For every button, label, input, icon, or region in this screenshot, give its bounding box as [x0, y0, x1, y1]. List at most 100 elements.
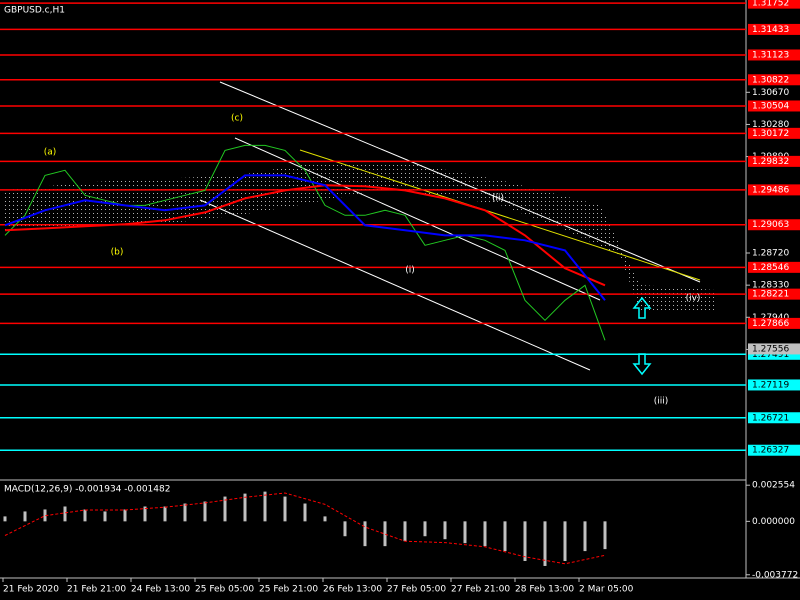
- channel-line: [234, 137, 601, 301]
- level-label: 1.27491: [752, 350, 789, 360]
- up-arrow: [632, 296, 652, 319]
- level-label-box: [748, 100, 800, 112]
- macd-bar: [363, 521, 367, 547]
- macd-bar: [423, 521, 427, 537]
- macd-bar: [43, 509, 47, 522]
- level-label: 1.30822: [752, 75, 789, 85]
- macd-bar: [343, 521, 347, 537]
- level-label: 1.28546: [752, 263, 789, 273]
- level-label: 1.26327: [752, 446, 789, 456]
- macd-bar: [103, 511, 107, 522]
- level-label-box: [748, 288, 800, 300]
- macd-bar: [603, 521, 607, 550]
- level-label-box: [748, 74, 800, 86]
- wave-label: (a): [44, 148, 57, 158]
- level-label-box: [748, 49, 800, 61]
- price-label: 1.27556: [752, 344, 789, 354]
- x-tick-label: 2 Mar 05:00: [579, 585, 634, 595]
- y-tick-label: 1.28330: [752, 281, 789, 291]
- level-label: 1.29832: [752, 157, 789, 167]
- level-label-box: [748, 127, 800, 139]
- x-tick-label: 27 Feb 21:00: [451, 585, 510, 595]
- level-label-box: [748, 444, 800, 456]
- y-tick-label: 1.30280: [752, 120, 789, 130]
- level-label-box: [748, 0, 800, 9]
- level-label: 1.30172: [752, 129, 789, 139]
- level-label: 1.26721: [752, 413, 789, 423]
- macd-bar: [3, 516, 7, 522]
- macd-bar: [583, 521, 587, 552]
- macd-bar: [503, 521, 507, 552]
- macd-bar: [203, 501, 207, 522]
- channel-line: [199, 199, 591, 371]
- x-tick-label: 26 Feb 13:00: [323, 585, 382, 595]
- macd-bar: [23, 511, 27, 522]
- wave-label: (i): [405, 266, 415, 276]
- x-tick-label: 28 Feb 13:00: [515, 585, 574, 595]
- macd-bar: [63, 506, 67, 522]
- level-label-box: [748, 184, 800, 196]
- x-tick-label: 24 Feb 13:00: [131, 585, 190, 595]
- level-label-box: [748, 317, 800, 329]
- macd-bar: [523, 521, 527, 562]
- level-label-box: [748, 219, 800, 231]
- macd-bar: [483, 521, 487, 547]
- macd-bar: [143, 506, 147, 522]
- wave-label: (ii): [492, 194, 504, 204]
- macd-bar: [303, 503, 307, 522]
- macd-bar: [123, 509, 127, 522]
- macd-bar: [183, 503, 187, 522]
- signal-line: [4, 492, 606, 565]
- macd-bar: [323, 516, 327, 522]
- macd-title: MACD(12,26,9) -0.001934 -0.001482: [4, 485, 170, 495]
- macd-bar: [563, 521, 567, 562]
- price-line: [4, 184, 606, 287]
- trend-line: [299, 149, 701, 281]
- macd-bar: [443, 521, 447, 540]
- level-label-box: [748, 155, 800, 167]
- macd-bar: [283, 496, 287, 522]
- channel-line: [219, 81, 701, 283]
- y-tick-label: 1.27940: [752, 313, 789, 323]
- level-label: 1.31123: [752, 50, 789, 60]
- price-label-box: [748, 343, 800, 355]
- level-label: 1.31752: [752, 0, 789, 9]
- y-tick-label: 1.28720: [752, 249, 789, 259]
- macd-bar: [403, 521, 407, 542]
- chart-title: GBPUSD.c,H1: [4, 6, 65, 16]
- macd-bar: [383, 521, 387, 547]
- wave-label: (b): [111, 248, 124, 258]
- level-label: 1.27866: [752, 319, 789, 329]
- macd-bar: [223, 496, 227, 522]
- y-tick-label: 0.002554: [752, 481, 795, 491]
- level-label: 1.31433: [752, 25, 789, 35]
- macd-bar: [463, 521, 467, 544]
- wave-label: (iii): [654, 397, 669, 407]
- y-tick-label: 1.30670: [752, 88, 789, 98]
- price-line: [4, 144, 606, 341]
- x-tick-label: 25 Feb 21:00: [259, 585, 318, 595]
- wave-label: (iv): [686, 294, 701, 304]
- y-tick-label: -0.003772: [752, 570, 798, 580]
- wave-label: (c): [231, 114, 243, 124]
- level-label: 1.28221: [752, 290, 789, 300]
- level-label-box: [748, 261, 800, 273]
- macd-bar: [163, 506, 167, 522]
- level-label-box: [748, 379, 800, 391]
- macd-bar: [83, 509, 87, 522]
- macd-bar: [263, 491, 267, 522]
- macd-bar: [543, 521, 547, 566]
- macd-bar: [243, 493, 247, 522]
- ichimoku-cloud: [5, 160, 715, 312]
- level-label: 1.29486: [752, 185, 789, 195]
- level-label-box: [748, 412, 800, 424]
- x-tick-label: 27 Feb 05:00: [387, 585, 446, 595]
- x-tick-label: 21 Feb 21:00: [67, 585, 126, 595]
- x-tick-label: 25 Feb 05:00: [195, 585, 254, 595]
- level-label: 1.29063: [752, 220, 789, 230]
- level-label-box: [748, 23, 800, 35]
- level-label: 1.27119: [752, 380, 789, 390]
- y-tick-label: 0.000000: [752, 517, 795, 527]
- level-label: 1.30504: [752, 101, 789, 111]
